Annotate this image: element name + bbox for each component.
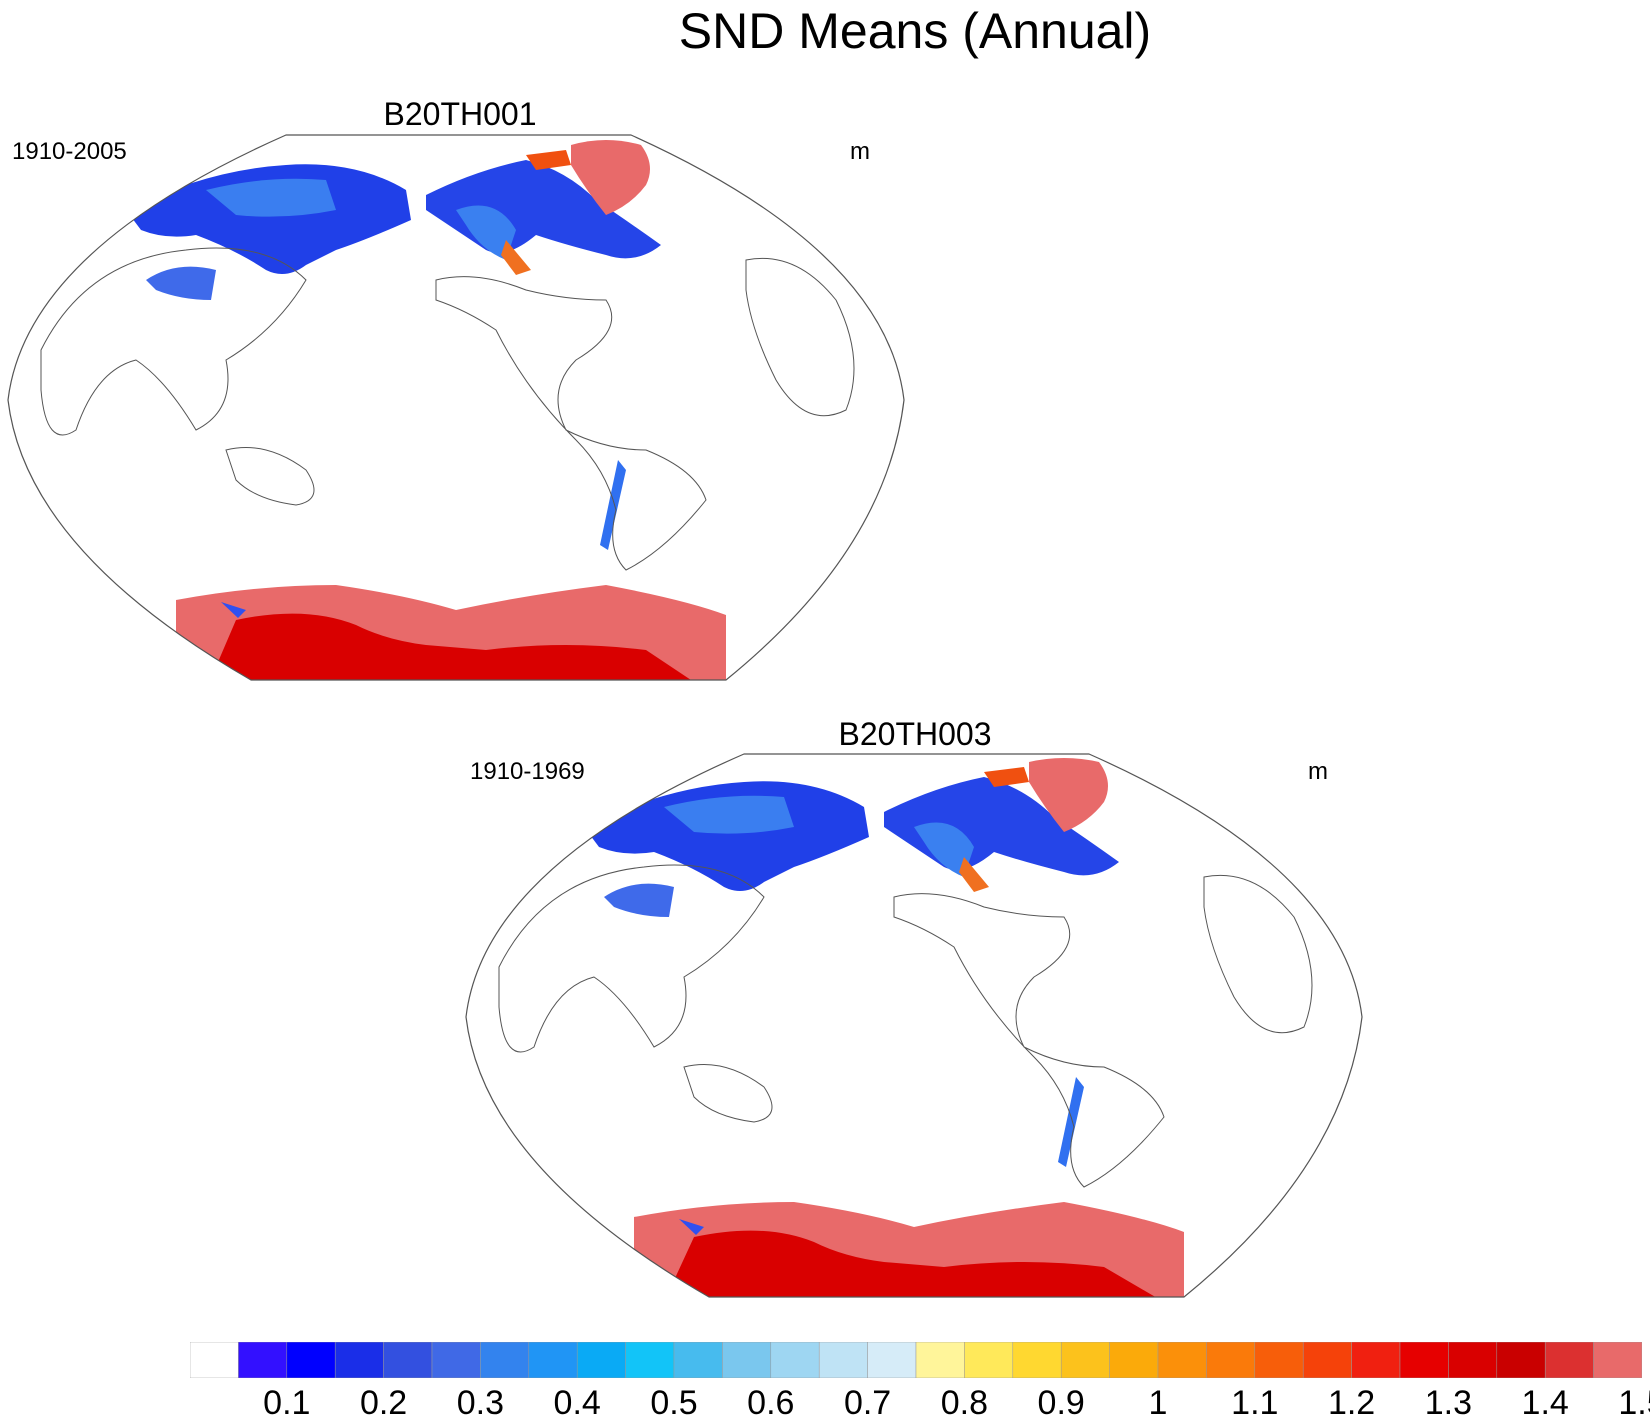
colorbar-box: [334, 1342, 384, 1378]
colorbar-box: [1109, 1342, 1159, 1378]
colorbar-box: [1012, 1342, 1062, 1378]
panel-1-title: B20TH001: [383, 96, 537, 132]
colorbar-tick-label: 0.5: [650, 1384, 698, 1422]
colorbar-box: [1254, 1342, 1304, 1378]
panel-1-period-label: 1910-2005: [12, 138, 127, 165]
colorbar-tick-label: 0.2: [359, 1384, 408, 1422]
colorbar-tick-label: 1.4: [1521, 1384, 1569, 1422]
panel-2-units-label: m: [1308, 758, 1328, 785]
colorbar-box: [867, 1342, 917, 1378]
colorbar-tick-label: 0.4: [553, 1384, 601, 1422]
colorbar-box: [722, 1342, 772, 1378]
colorbar-box: [1351, 1342, 1401, 1378]
colorbar-box: [1496, 1342, 1546, 1378]
colorbar-tick-label: 0.1: [263, 1384, 311, 1422]
colorbar-box: [1060, 1342, 1110, 1378]
colorbar-box: [625, 1342, 675, 1378]
colorbar-tick-label: 0.8: [940, 1384, 989, 1422]
panel-2-period-label: 1910-1969: [470, 758, 585, 785]
colorbar-box: [770, 1342, 820, 1378]
greenland: [571, 140, 650, 215]
colorbar-box: [238, 1342, 288, 1378]
colorbar-box: [431, 1342, 481, 1378]
colorbar-box: [818, 1342, 868, 1378]
colorbar-box: [964, 1342, 1014, 1378]
panel-2-title: B20TH003: [838, 716, 992, 752]
colorbar-tick-label: 0.7: [843, 1384, 892, 1422]
colorbar-tick-label: 1: [1148, 1384, 1168, 1422]
colorbar-box: [576, 1342, 626, 1378]
eurasia-snow: [126, 164, 411, 274]
colorbar-box: [915, 1342, 965, 1378]
colorbar-box: [480, 1342, 530, 1378]
colorbar-tick-label: 0.3: [456, 1384, 505, 1422]
colorbar-box: [1157, 1342, 1207, 1378]
colorbar-tick-label: 1.1: [1231, 1384, 1279, 1422]
colorbar-box: [383, 1342, 433, 1378]
greenland-2: [1029, 758, 1108, 832]
colorbar-box: [1448, 1342, 1498, 1378]
colorbar-box: [1206, 1342, 1256, 1378]
colorbar-box: [1399, 1342, 1449, 1378]
colorbar-box: [1593, 1342, 1642, 1378]
colorbar-tick-label: 1.3: [1424, 1384, 1473, 1422]
colorbar-tick-label: 0.6: [747, 1384, 795, 1422]
colorbar-box: [1302, 1342, 1352, 1378]
colorbar-box: [673, 1342, 723, 1378]
colorbar-box: [1544, 1342, 1594, 1378]
panel-2-map: [465, 753, 1363, 1298]
main-title: SND Means (Annual): [678, 3, 1152, 59]
panel-1-units-label: m: [850, 138, 870, 165]
eurasia-snow-2: [584, 781, 869, 891]
colorbar-tick-label: 1.5: [1618, 1384, 1650, 1422]
colorbar-box: [286, 1342, 336, 1378]
colorbar-box: [190, 1342, 239, 1378]
colorbar-box: [528, 1342, 578, 1378]
colorbar-tick-label: 1.2: [1327, 1384, 1376, 1422]
panel-1-map: [7, 134, 905, 681]
colorbar: [190, 1342, 1642, 1378]
colorbar-tick-label: 0.9: [1037, 1384, 1085, 1422]
